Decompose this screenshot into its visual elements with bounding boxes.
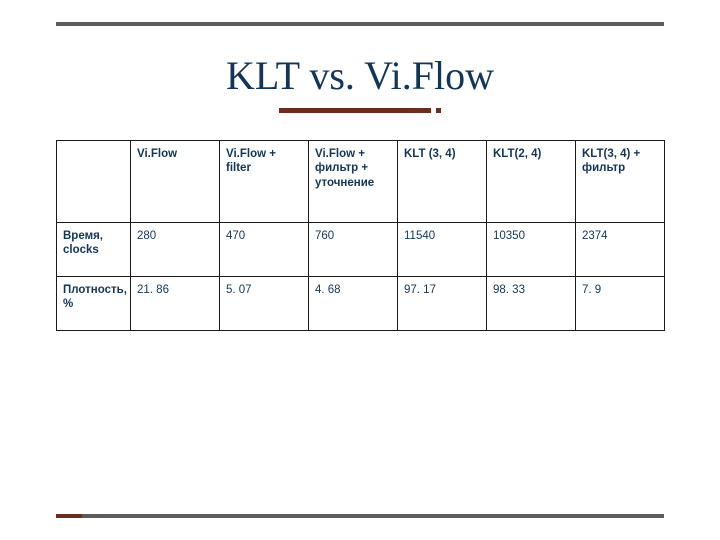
table-row: Плотность, % 21. 86 5. 07 4. 68 97. 17 9… <box>57 277 665 331</box>
table-cell: 7. 9 <box>576 277 665 331</box>
col-header: KLT(3, 4) + фильтр <box>576 141 665 223</box>
table-cell: 97. 17 <box>398 277 487 331</box>
bottom-rule <box>56 514 664 518</box>
col-header: KLT(2, 4) <box>487 141 576 223</box>
col-header: KLT (3, 4) <box>398 141 487 223</box>
table-cell: 280 <box>131 223 220 277</box>
col-header: Vi.Flow + filter <box>220 141 309 223</box>
table-cell: 21. 86 <box>131 277 220 331</box>
table-corner-cell <box>57 141 131 223</box>
comparison-table: Vi.Flow Vi.Flow + filter Vi.Flow + фильт… <box>56 140 665 331</box>
row-header: Время, clocks <box>57 223 131 277</box>
page-title: KLT vs. Vi.Flow <box>0 52 720 99</box>
table-cell: 10350 <box>487 223 576 277</box>
table-cell: 5. 07 <box>220 277 309 331</box>
table-cell: 2374 <box>576 223 665 277</box>
table-header-row: Vi.Flow Vi.Flow + filter Vi.Flow + фильт… <box>57 141 665 223</box>
table-cell: 98. 33 <box>487 277 576 331</box>
table-row: Время, clocks 280 470 760 11540 10350 23… <box>57 223 665 277</box>
col-header: Vi.Flow <box>131 141 220 223</box>
title-underline <box>0 108 720 113</box>
top-rule <box>56 22 664 26</box>
table-cell: 11540 <box>398 223 487 277</box>
bottom-rule-accent <box>56 514 82 518</box>
col-header: Vi.Flow + фильтр + уточнение <box>309 141 398 223</box>
table-cell: 470 <box>220 223 309 277</box>
row-header: Плотность, % <box>57 277 131 331</box>
table-cell: 760 <box>309 223 398 277</box>
table-cell: 4. 68 <box>309 277 398 331</box>
